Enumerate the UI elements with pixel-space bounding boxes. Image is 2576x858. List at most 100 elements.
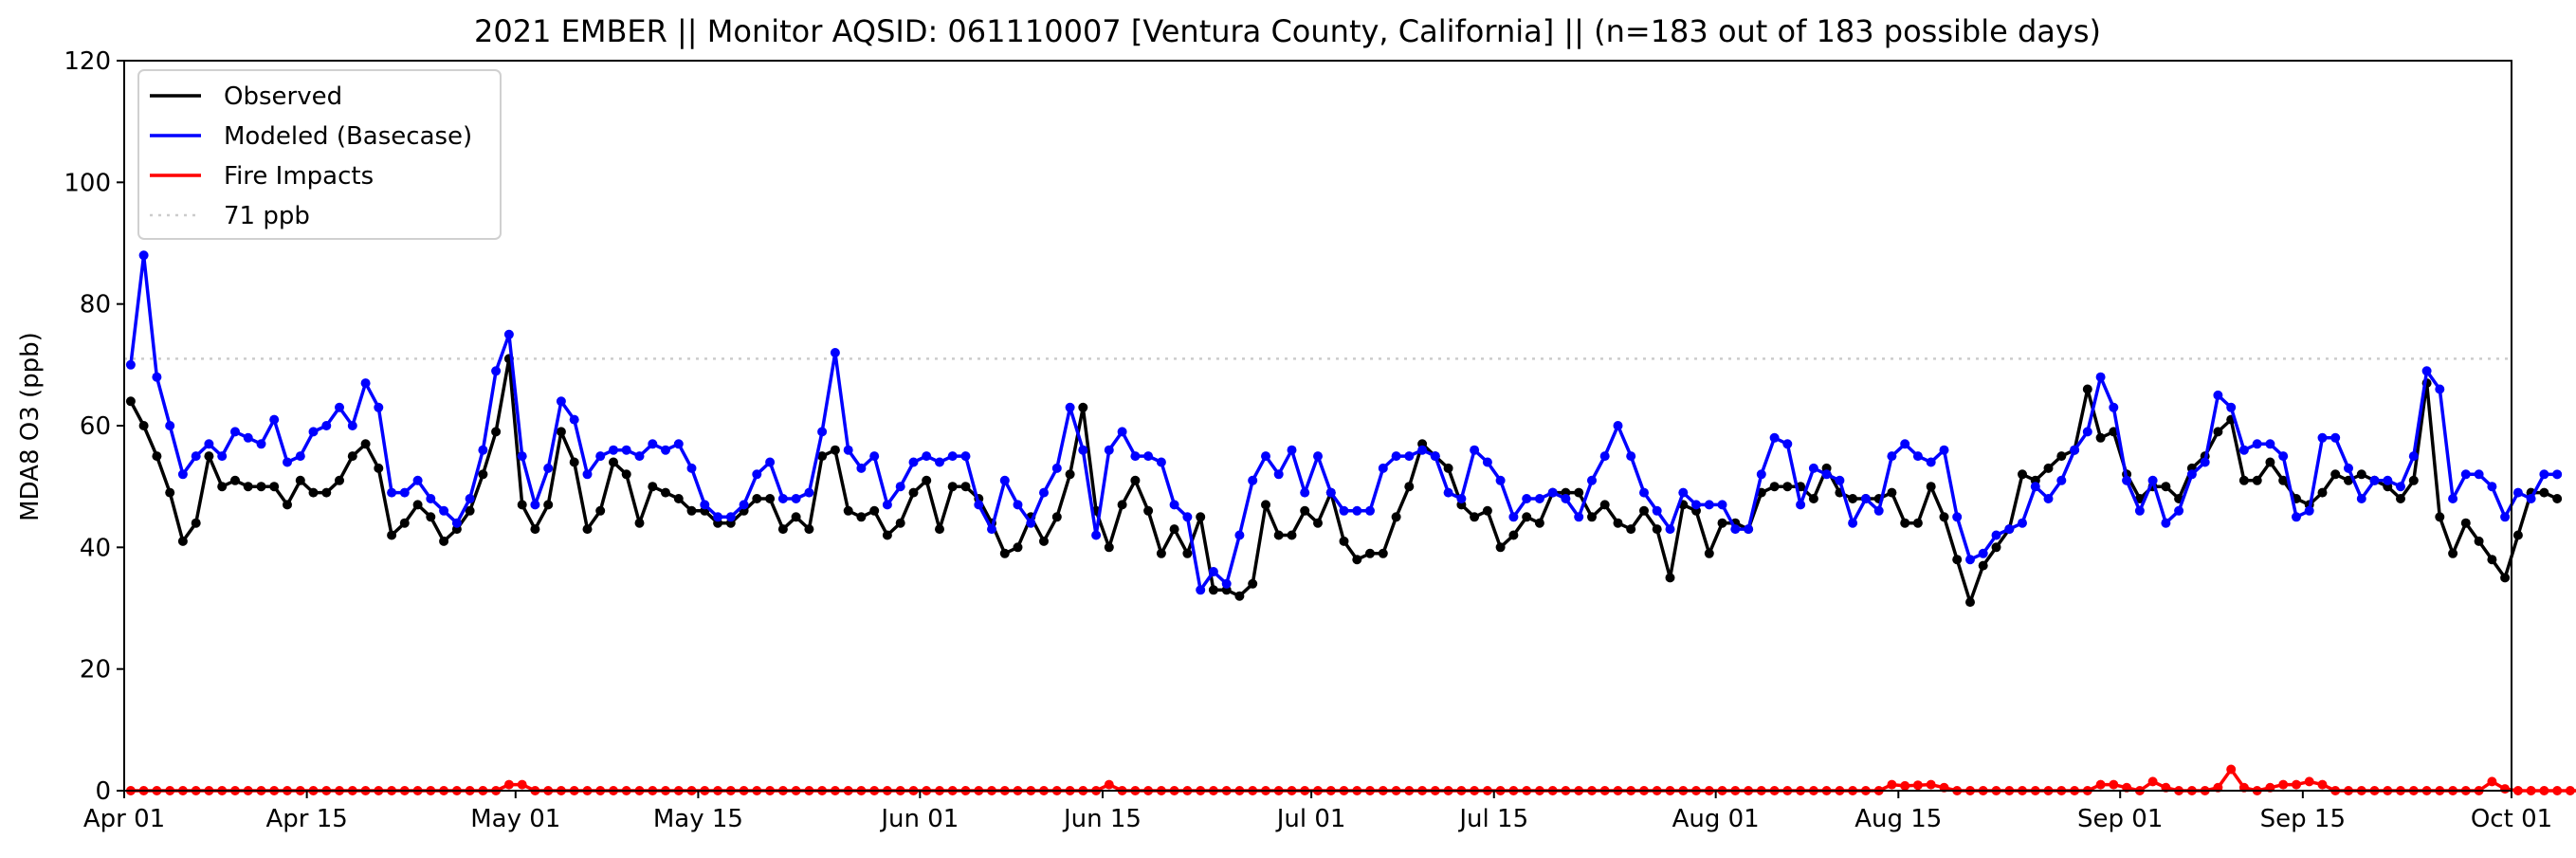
data-point	[308, 427, 319, 437]
data-point	[1613, 421, 1623, 430]
data-point	[1273, 530, 1284, 540]
data-point	[1717, 500, 1727, 510]
legend-label: Observed	[224, 82, 342, 111]
data-point	[2147, 475, 2158, 485]
data-point	[2082, 427, 2092, 437]
data-point	[1522, 494, 1532, 503]
data-point	[1808, 494, 1818, 503]
data-point	[412, 475, 423, 485]
data-point	[1639, 487, 1649, 498]
data-point	[2539, 786, 2549, 795]
data-point	[1065, 469, 1075, 480]
data-point	[908, 457, 919, 467]
data-point	[387, 487, 397, 498]
data-point	[2030, 482, 2040, 492]
data-point	[947, 482, 958, 492]
data-point	[1456, 494, 1467, 503]
data-point	[2383, 475, 2393, 485]
data-point	[165, 421, 175, 430]
data-point	[882, 530, 892, 540]
data-point	[1782, 482, 1793, 492]
data-point	[2487, 776, 2497, 787]
data-point	[830, 348, 840, 357]
data-point	[1039, 536, 1049, 546]
data-point	[1613, 518, 1623, 528]
data-point	[1522, 512, 1532, 522]
data-point	[2552, 494, 2563, 503]
data-point	[1482, 505, 1492, 516]
data-point	[895, 482, 905, 492]
data-point	[935, 524, 944, 535]
data-point	[2043, 463, 2054, 473]
data-point	[1665, 573, 1675, 583]
data-point	[2304, 776, 2314, 787]
data-point	[465, 505, 475, 516]
data-point	[1273, 469, 1284, 480]
data-point	[922, 475, 932, 485]
data-point	[1665, 524, 1675, 535]
data-point	[230, 427, 240, 437]
data-point	[2474, 469, 2484, 480]
data-point	[2330, 469, 2341, 480]
data-point	[1182, 548, 1193, 558]
data-point	[1208, 585, 1218, 595]
data-point	[439, 505, 449, 516]
data-point	[321, 421, 332, 430]
data-point	[191, 518, 201, 528]
data-point	[1652, 505, 1662, 516]
data-point	[1939, 512, 1949, 522]
data-point	[2161, 518, 2171, 528]
data-point	[256, 482, 266, 492]
data-point	[1182, 512, 1193, 522]
data-point	[1196, 512, 1206, 522]
legend: Observed Modeled (Basecase) Fire Impacts 71…	[137, 69, 502, 240]
data-point	[1143, 451, 1154, 462]
data-point	[1782, 439, 1793, 449]
data-point	[269, 482, 280, 492]
data-point	[2134, 494, 2145, 503]
data-point	[2500, 784, 2511, 794]
data-point	[1156, 457, 1166, 467]
data-point	[2278, 451, 2289, 462]
data-point	[1378, 463, 1388, 473]
data-point	[2278, 779, 2289, 790]
data-point	[2122, 475, 2132, 485]
data-point	[661, 445, 670, 455]
data-point	[2004, 524, 2015, 535]
data-point	[2552, 469, 2563, 480]
data-point	[2304, 505, 2314, 516]
data-point	[2487, 555, 2497, 565]
data-point	[1926, 482, 1936, 492]
data-point	[1691, 500, 1701, 510]
data-point	[204, 439, 214, 449]
legend-label: Fire Impacts	[224, 162, 374, 191]
data-point	[1547, 487, 1558, 498]
data-point	[648, 439, 658, 449]
data-point	[1313, 518, 1323, 528]
data-point	[2226, 402, 2237, 412]
legend-label: 71 ppb	[224, 202, 310, 230]
data-point	[347, 451, 357, 462]
data-point	[1234, 591, 1245, 601]
data-point	[2174, 505, 2184, 516]
y-tick-label: 40	[80, 534, 111, 562]
data-point	[2317, 779, 2328, 790]
x-tick-label: Aug 01	[1672, 805, 1760, 833]
data-point	[1091, 530, 1102, 540]
data-point	[1534, 494, 1544, 503]
data-point	[791, 512, 801, 522]
data-point	[1756, 469, 1766, 480]
data-point	[2487, 482, 2497, 492]
data-point	[1495, 475, 1506, 485]
data-point	[347, 421, 357, 430]
data-point	[1769, 432, 1780, 443]
data-point	[1130, 451, 1141, 462]
data-point	[125, 359, 136, 370]
data-point	[465, 494, 475, 503]
data-point	[2292, 779, 2301, 790]
data-point	[1887, 487, 1897, 498]
data-point	[1482, 457, 1492, 467]
data-point	[595, 505, 606, 516]
data-point	[817, 427, 828, 437]
